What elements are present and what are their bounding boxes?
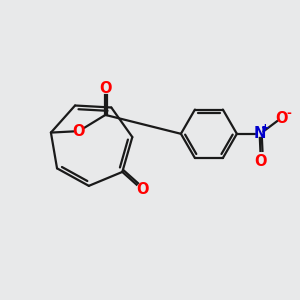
Text: N: N bbox=[254, 126, 266, 141]
Text: -: - bbox=[286, 107, 291, 120]
Text: +: + bbox=[261, 123, 270, 133]
Text: O: O bbox=[136, 182, 148, 197]
Text: O: O bbox=[275, 111, 287, 126]
Text: O: O bbox=[254, 154, 267, 169]
Text: O: O bbox=[73, 124, 85, 139]
Text: O: O bbox=[99, 81, 112, 96]
